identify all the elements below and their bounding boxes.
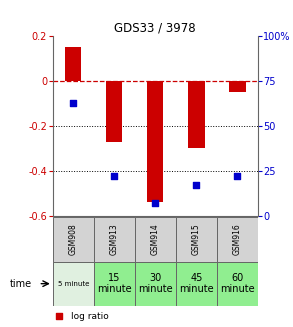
Bar: [94, 262, 135, 306]
Point: [112, 174, 117, 179]
Text: log ratio: log ratio: [71, 312, 109, 321]
Text: GSM916: GSM916: [233, 224, 242, 255]
Bar: [53, 217, 94, 262]
Bar: [229, 81, 246, 92]
Text: GSM913: GSM913: [110, 224, 119, 255]
Point: [194, 182, 199, 188]
Text: time: time: [10, 279, 32, 289]
Bar: [188, 81, 205, 148]
Text: 45
minute: 45 minute: [179, 273, 214, 295]
Bar: [176, 217, 217, 262]
Bar: [135, 262, 176, 306]
Text: 30
minute: 30 minute: [138, 273, 173, 295]
Point: [57, 314, 61, 319]
Bar: [65, 47, 81, 81]
Title: GDS33 / 3978: GDS33 / 3978: [115, 22, 196, 35]
Text: 5 minute: 5 minute: [57, 281, 89, 287]
Text: GSM914: GSM914: [151, 224, 160, 255]
Text: GSM915: GSM915: [192, 224, 201, 255]
Text: GSM908: GSM908: [69, 224, 78, 255]
Point: [71, 100, 76, 105]
Point: [235, 174, 240, 179]
Text: 60
minute: 60 minute: [220, 273, 255, 295]
Bar: [176, 262, 217, 306]
Bar: [147, 81, 163, 202]
Bar: [217, 217, 258, 262]
Bar: [94, 217, 135, 262]
Bar: [217, 262, 258, 306]
Text: 15
minute: 15 minute: [97, 273, 132, 295]
Bar: [106, 81, 122, 142]
Bar: [135, 217, 176, 262]
Point: [153, 200, 158, 206]
Bar: [53, 262, 94, 306]
